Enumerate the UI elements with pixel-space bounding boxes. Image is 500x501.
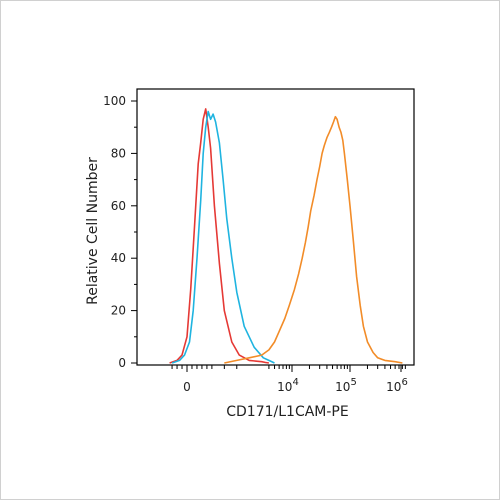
axes	[136, 88, 415, 366]
y-tick-label: 40	[111, 251, 126, 265]
histogram-series-line-3	[224, 115, 403, 364]
y-axis-title: Relative Cell Number	[85, 157, 101, 305]
x-tick-label: 104	[277, 377, 299, 394]
y-axis-ticks: 0 20 40 60 80 100	[103, 94, 137, 370]
y-tick-label: 80	[111, 146, 126, 160]
x-tick-label: 106	[386, 377, 408, 394]
plot-area-frame	[136, 88, 415, 366]
x-axis-title: CD171/L1CAM-PE	[226, 404, 348, 420]
x-axis-ticks: 0 104 105 106	[171, 365, 408, 394]
y-tick-label: 60	[111, 199, 126, 213]
x-tick-label: 105	[335, 377, 357, 394]
y-tick-label: 20	[111, 304, 126, 318]
series-layer	[169, 108, 403, 364]
x-tick-label: 0	[183, 380, 191, 394]
histogram-series-line-2	[171, 110, 275, 364]
y-tick-label: 100	[103, 94, 126, 108]
y-tick-label: 0	[118, 356, 126, 370]
